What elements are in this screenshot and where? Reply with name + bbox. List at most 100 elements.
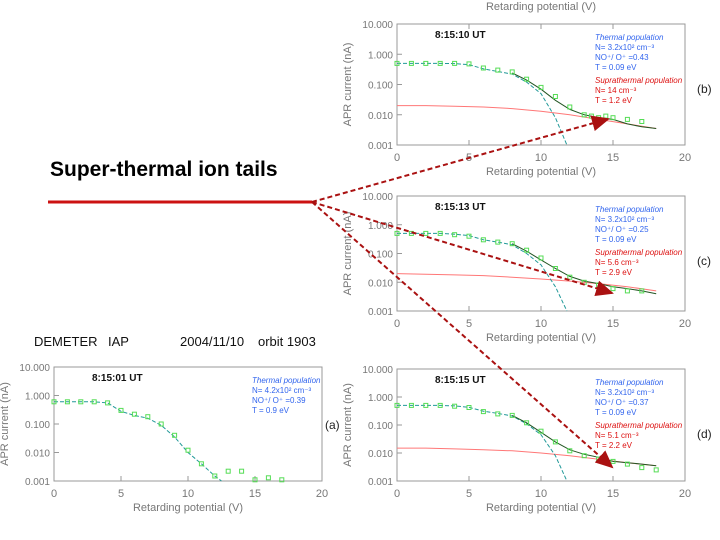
- measured-point: [423, 230, 429, 236]
- thermal-fit-line: [397, 232, 568, 312]
- suprathermal-param: N= 5.6 cm⁻³: [595, 258, 639, 267]
- plot-frame: [53, 366, 323, 482]
- measured-point: [172, 432, 178, 438]
- suprathermal-title: Suprathermal population: [595, 248, 683, 257]
- timestamp-label: 8:15:15 UT: [435, 375, 486, 386]
- arrow-to-panel-c: [311, 201, 614, 297]
- y-tick-label: 0.010: [368, 449, 393, 460]
- arrow-to-panel-b: [311, 115, 610, 203]
- measured-point: [145, 414, 151, 420]
- timestamp-label: 8:15:13 UT: [435, 202, 486, 213]
- measured-point: [185, 447, 191, 453]
- measured-point: [480, 409, 486, 415]
- measured-point: [624, 288, 630, 294]
- x-tick-label: 10: [182, 488, 194, 500]
- measured-point: [198, 461, 204, 467]
- y-tick-label: 1.000: [368, 393, 393, 404]
- total-fit-line: [511, 243, 657, 295]
- suprathermal-param: N= 14 cm⁻³: [595, 86, 637, 95]
- y-tick-label: 0.010: [368, 278, 393, 289]
- thermal-param: N= 4.2x10² cm⁻³: [252, 386, 311, 395]
- plot-frame: [396, 195, 686, 312]
- y-axis-label: APR current (nA): [342, 212, 354, 296]
- thermal-title: Thermal population: [595, 33, 664, 42]
- measured-point: [567, 104, 573, 110]
- y-tick-label: 10.000: [362, 192, 393, 203]
- measured-point: [131, 411, 137, 417]
- x-axis-label: Retarding potential (V): [133, 502, 243, 514]
- measured-point: [567, 448, 573, 454]
- thermal-title: Thermal population: [595, 205, 664, 214]
- measured-point: [552, 439, 558, 445]
- measured-point: [538, 84, 544, 90]
- measured-point: [653, 467, 659, 473]
- y-tick-label: 0.001: [368, 477, 393, 488]
- x-tick-label: 0: [394, 488, 400, 500]
- measured-point: [394, 230, 400, 236]
- thermal-param: NO⁺/ O⁺ =0.37: [595, 398, 649, 407]
- x-tick-label: 5: [466, 318, 472, 330]
- measured-point: [538, 255, 544, 261]
- timestamp-label: 8:15:01 UT: [92, 373, 143, 384]
- arrow-to-panel-d: [311, 201, 614, 469]
- thermal-param: T = 0.09 eV: [595, 408, 637, 417]
- measured-point: [408, 60, 414, 66]
- measured-point: [509, 241, 515, 247]
- y-tick-label: 0.010: [25, 449, 50, 460]
- header-sensor: IAP: [108, 334, 129, 349]
- chart-panel-c: 0 5 10 15 20 0.001 0.010 0.100 1.000 10.000 Retard…: [342, 192, 711, 344]
- measured-point: [51, 399, 57, 405]
- thermal-param: T = 0.9 eV: [252, 406, 290, 415]
- y-tick-label: 10.000: [362, 20, 393, 31]
- y-tick-label: 0.001: [368, 307, 393, 318]
- measured-point: [624, 116, 630, 122]
- x-tick-label: 15: [607, 318, 619, 330]
- thermal-param: N= 3.2x10² cm⁻³: [595, 388, 654, 397]
- x-axis-label: Retarding potential (V): [486, 502, 596, 514]
- y-tick-label: 1.000: [368, 50, 393, 61]
- y-tick-label: 0.001: [25, 477, 50, 488]
- measured-point: [639, 119, 645, 124]
- panel-label: (d): [697, 427, 712, 441]
- callout-label: Super-thermal ion tails: [50, 158, 278, 181]
- y-axis-label: APR current (nA): [342, 383, 354, 467]
- y-tick-label: 10.000: [362, 365, 393, 376]
- measured-point: [394, 402, 400, 408]
- suprathermal-fit-line: [397, 105, 657, 129]
- measured-point: [639, 465, 645, 471]
- x-tick-label: 0: [394, 318, 400, 330]
- x-tick-label: 20: [316, 488, 328, 500]
- measured-point: [538, 428, 544, 434]
- suprathermal-param: T = 1.2 eV: [595, 96, 633, 105]
- thermal-fit-line: [397, 404, 568, 482]
- x-axis-label-top: Retarding potential (V): [486, 1, 596, 13]
- measured-point: [437, 230, 443, 236]
- x-tick-label: 5: [118, 488, 124, 500]
- x-tick-label: 15: [249, 488, 261, 500]
- measured-point: [394, 60, 400, 66]
- y-tick-label: 0.010: [368, 111, 393, 122]
- total-fit-line: [511, 72, 657, 129]
- measured-point: [552, 94, 558, 99]
- measured-point: [252, 477, 258, 483]
- panel-label: (b): [697, 82, 712, 96]
- thermal-title: Thermal population: [252, 376, 321, 385]
- y-tick-label: 0.100: [368, 250, 393, 261]
- measured-point: [466, 61, 472, 67]
- measured-point: [91, 399, 97, 405]
- x-tick-label: 10: [535, 152, 547, 164]
- measured-point: [437, 402, 443, 408]
- x-tick-label: 20: [679, 318, 691, 330]
- measured-point: [158, 421, 164, 427]
- measured-point: [495, 239, 501, 245]
- suprathermal-title: Suprathermal population: [595, 76, 683, 85]
- plot-frame: [396, 23, 686, 146]
- x-tick-label: 10: [535, 318, 547, 330]
- measured-point: [509, 69, 515, 75]
- measured-point: [466, 405, 472, 410]
- y-tick-label: 0.001: [368, 141, 393, 152]
- measured-point: [265, 475, 271, 481]
- measured-point: [552, 266, 558, 271]
- measured-point: [64, 399, 70, 405]
